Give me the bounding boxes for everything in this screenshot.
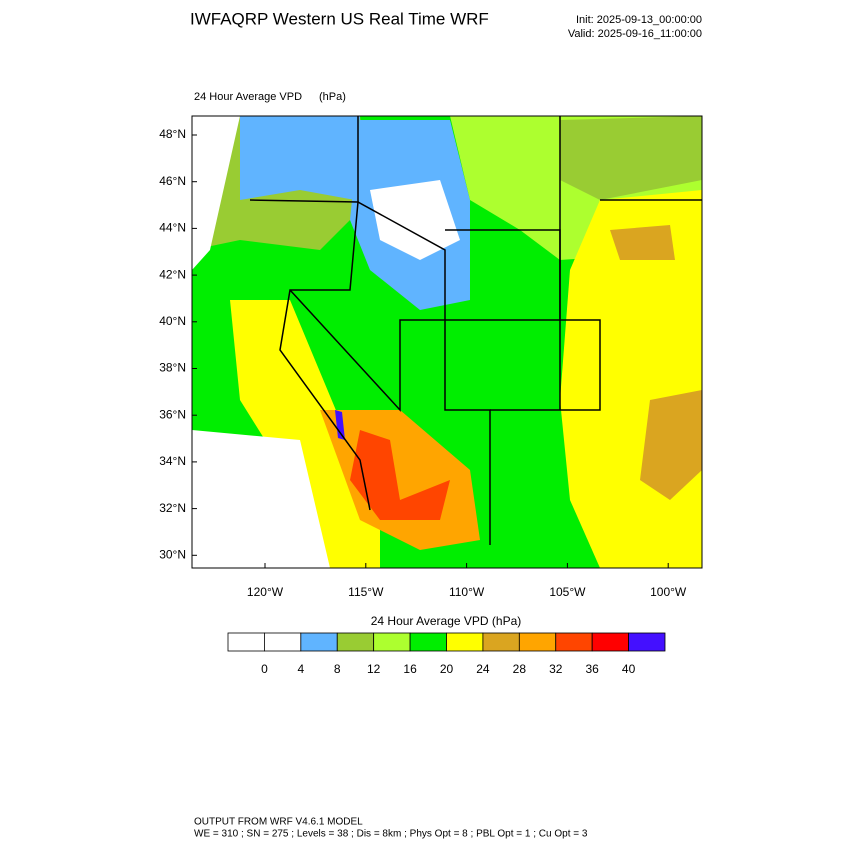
lon-label: 105°W	[549, 585, 586, 599]
field-desert-hot	[350, 430, 450, 520]
colorbar-label: 36	[585, 662, 599, 676]
field-ne	[560, 116, 702, 200]
colorbar-label: 4	[297, 662, 304, 676]
lat-label: 48°N	[159, 127, 186, 141]
colorbar-box	[446, 632, 484, 652]
colorbar-box	[555, 632, 593, 652]
lon-label: 100°W	[650, 585, 687, 599]
init-time: Init: 2025-09-13_00:00:00	[576, 14, 702, 26]
lat-label: 40°N	[159, 314, 186, 328]
colorbar-box	[628, 632, 666, 652]
colorbar-label: 0	[261, 662, 268, 676]
field-plains-high	[610, 225, 675, 260]
lat-label: 34°N	[159, 454, 186, 468]
colorbar-label: 40	[622, 662, 636, 676]
axis-labels: 48°N 46°N 44°N 42°N 40°N 38°N 36°N 34°N 32°N 30°N…	[159, 127, 687, 599]
colorbar-label: 12	[367, 662, 381, 676]
colorbar-box	[482, 632, 520, 652]
lat-label: 46°N	[159, 174, 186, 188]
colorbar-label: 8	[334, 662, 341, 676]
valid-time: Valid: 2025-09-16_11:00:00	[568, 28, 702, 40]
field-max	[335, 410, 345, 440]
field-ocean	[192, 430, 330, 568]
colorbar-box	[227, 632, 265, 652]
colorbar-box	[373, 632, 411, 652]
footer-line: WE = 310 ; SN = 275 ; Levels = 38 ; Dis …	[194, 829, 588, 840]
lat-label: 38°N	[159, 361, 186, 375]
field-ocean-north	[192, 116, 240, 270]
map-field	[192, 116, 702, 568]
lat-label: 36°N	[159, 407, 186, 421]
footer-line: OUTPUT FROM WRF V4.6.1 MODEL	[194, 817, 363, 828]
map-units: (hPa)	[319, 91, 346, 103]
colorbar-box	[409, 632, 447, 652]
colorbar-label: 16	[403, 662, 417, 676]
field-texas-high	[640, 390, 702, 500]
colorbar-box	[518, 632, 557, 652]
lon-label: 120°W	[247, 585, 284, 599]
colorbar-box	[336, 632, 375, 652]
field-california	[230, 300, 380, 568]
map-title: 24 Hour Average VPD	[194, 91, 302, 103]
lat-label: 44°N	[159, 221, 186, 235]
state-border	[490, 116, 601, 411]
field-low-nw	[240, 116, 360, 200]
main-title: IWFAQRP Western US Real Time WRF	[190, 9, 489, 28]
lat-label: 42°N	[159, 267, 186, 281]
lat-label: 32°N	[159, 501, 186, 515]
colorbar-label: 24	[476, 662, 490, 676]
colorbar-title: 24 Hour Average VPD (hPa)	[371, 614, 522, 628]
colorbar: 0 4 8 12 16 20 24 28 32 36 40	[227, 632, 666, 676]
colorbar-box	[591, 632, 629, 652]
colorbar-box	[264, 632, 302, 652]
lat-label: 30°N	[159, 547, 186, 561]
field-white	[370, 180, 460, 260]
colorbar-label: 32	[549, 662, 563, 676]
map-frame	[191, 115, 703, 569]
colorbar-label: 20	[440, 662, 454, 676]
colorbar-label: 28	[513, 662, 527, 676]
colorbar-box	[300, 632, 338, 652]
lon-label: 110°W	[449, 585, 485, 599]
lon-label: 115°W	[348, 585, 384, 599]
